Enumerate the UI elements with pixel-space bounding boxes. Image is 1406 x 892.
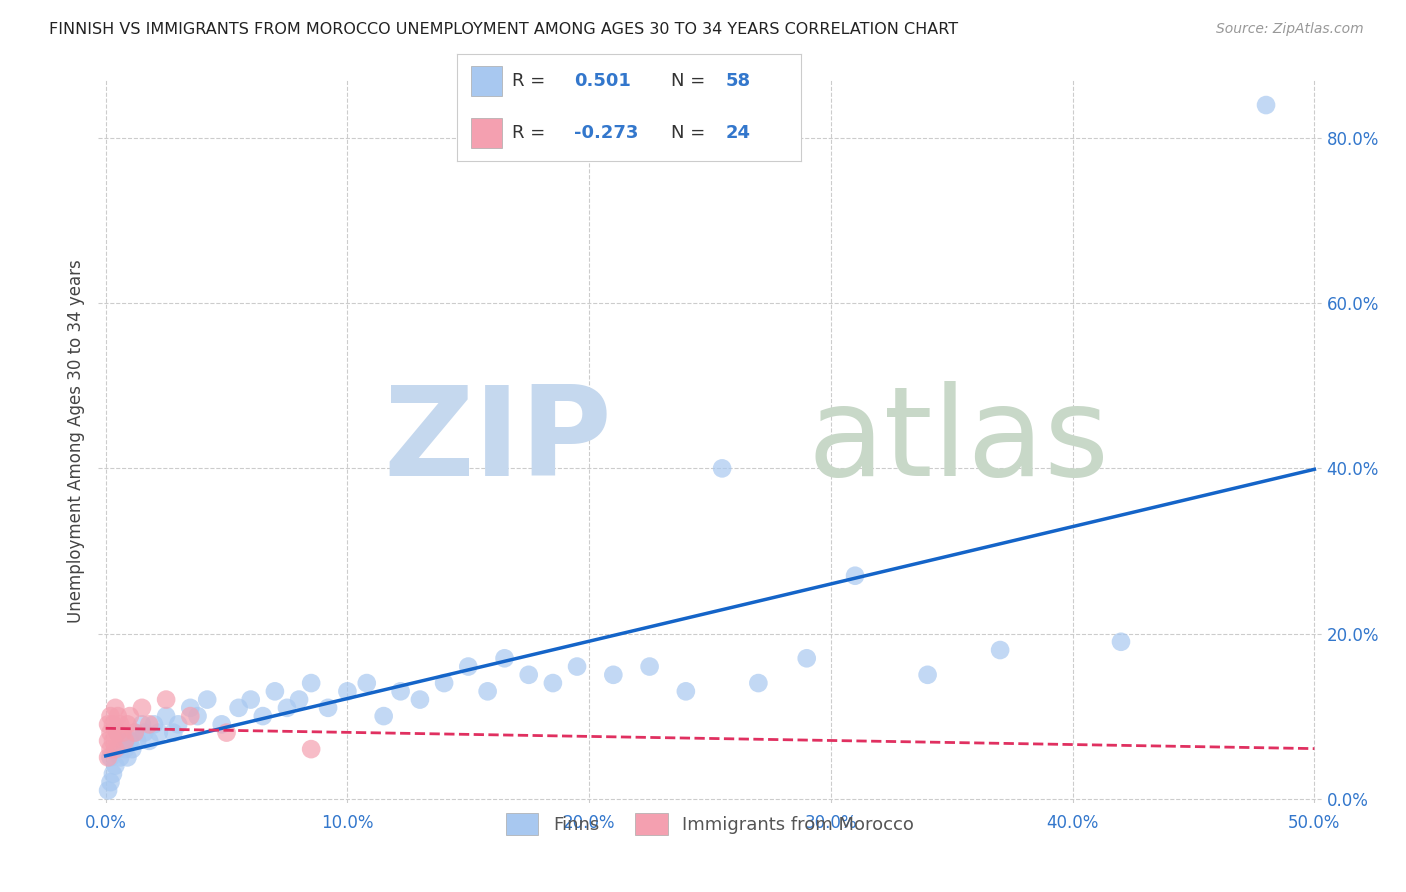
Y-axis label: Unemployment Among Ages 30 to 34 years: Unemployment Among Ages 30 to 34 years [66, 260, 84, 624]
Bar [471, 118, 502, 148]
Point [124, 725, 146, 739]
Point [104, 758, 127, 772]
Point [121, 742, 143, 756]
Text: ZIP: ZIP [384, 381, 612, 502]
Point [565, 659, 588, 673]
Point [477, 684, 499, 698]
Point [747, 676, 769, 690]
Point [124, 725, 146, 739]
Point [228, 701, 250, 715]
Point [988, 643, 1011, 657]
Point [409, 692, 432, 706]
Point [118, 709, 141, 723]
Point [288, 692, 311, 706]
Point [675, 684, 697, 698]
Text: atlas: atlas [808, 381, 1109, 502]
Point [711, 461, 734, 475]
Point [101, 767, 124, 781]
Point [107, 742, 129, 756]
Point [101, 734, 124, 748]
Point [131, 701, 153, 715]
Bar [471, 66, 502, 96]
Point [118, 734, 141, 748]
Point [179, 701, 201, 715]
Legend: Finns, Immigrants from Morocco: Finns, Immigrants from Morocco [496, 805, 924, 845]
Text: 0.501: 0.501 [574, 72, 631, 90]
Text: R =: R = [512, 124, 551, 142]
Point [457, 659, 479, 673]
Point [108, 750, 131, 764]
Point [97, 750, 120, 764]
Point [114, 734, 136, 748]
Point [97, 717, 120, 731]
Point [111, 725, 134, 739]
Point [100, 742, 122, 756]
Point [638, 659, 661, 673]
Point [299, 676, 322, 690]
Point [114, 742, 136, 756]
Point [179, 709, 201, 723]
Text: 24: 24 [725, 124, 751, 142]
Point [104, 742, 127, 756]
Point [917, 668, 939, 682]
Point [131, 717, 153, 731]
Point [264, 684, 287, 698]
Point [211, 717, 233, 731]
Point [356, 676, 378, 690]
Text: 58: 58 [725, 72, 751, 90]
Point [167, 717, 190, 731]
Point [107, 725, 129, 739]
Point [117, 717, 139, 731]
Point [111, 734, 134, 748]
Point [97, 734, 120, 748]
Point [252, 709, 274, 723]
Point [101, 717, 124, 731]
Text: Source: ZipAtlas.com: Source: ZipAtlas.com [1216, 22, 1364, 37]
Point [138, 734, 160, 748]
Point [148, 725, 170, 739]
Point [100, 750, 122, 764]
Point [195, 692, 218, 706]
Point [215, 725, 238, 739]
Point [239, 692, 262, 706]
Point [276, 701, 298, 715]
Point [373, 709, 395, 723]
Point [186, 709, 208, 723]
Point [494, 651, 516, 665]
Point [336, 684, 359, 698]
Point [155, 709, 177, 723]
Point [104, 701, 127, 715]
Point [299, 742, 322, 756]
Point [100, 725, 122, 739]
Point [162, 725, 184, 739]
Point [117, 750, 139, 764]
Point [602, 668, 624, 682]
Point [134, 725, 156, 739]
Point [107, 725, 129, 739]
Point [541, 676, 564, 690]
Point [138, 717, 160, 731]
Point [108, 717, 131, 731]
Point [100, 709, 122, 723]
Text: FINNISH VS IMMIGRANTS FROM MOROCCO UNEMPLOYMENT AMONG AGES 30 TO 34 YEARS CORREL: FINNISH VS IMMIGRANTS FROM MOROCCO UNEMP… [49, 22, 959, 37]
Point [107, 709, 129, 723]
Point [97, 783, 120, 797]
Text: R =: R = [512, 72, 551, 90]
Point [796, 651, 818, 665]
Point [127, 734, 149, 748]
Point [316, 701, 339, 715]
Point [517, 668, 540, 682]
Point [143, 717, 166, 731]
Point [389, 684, 412, 698]
Point [1109, 634, 1132, 648]
Point [100, 775, 122, 789]
Text: -0.273: -0.273 [574, 124, 638, 142]
Text: N =: N = [671, 72, 710, 90]
Point [844, 568, 866, 582]
Point [433, 676, 456, 690]
Point [155, 692, 177, 706]
Text: N =: N = [671, 124, 710, 142]
Point [1254, 98, 1277, 112]
